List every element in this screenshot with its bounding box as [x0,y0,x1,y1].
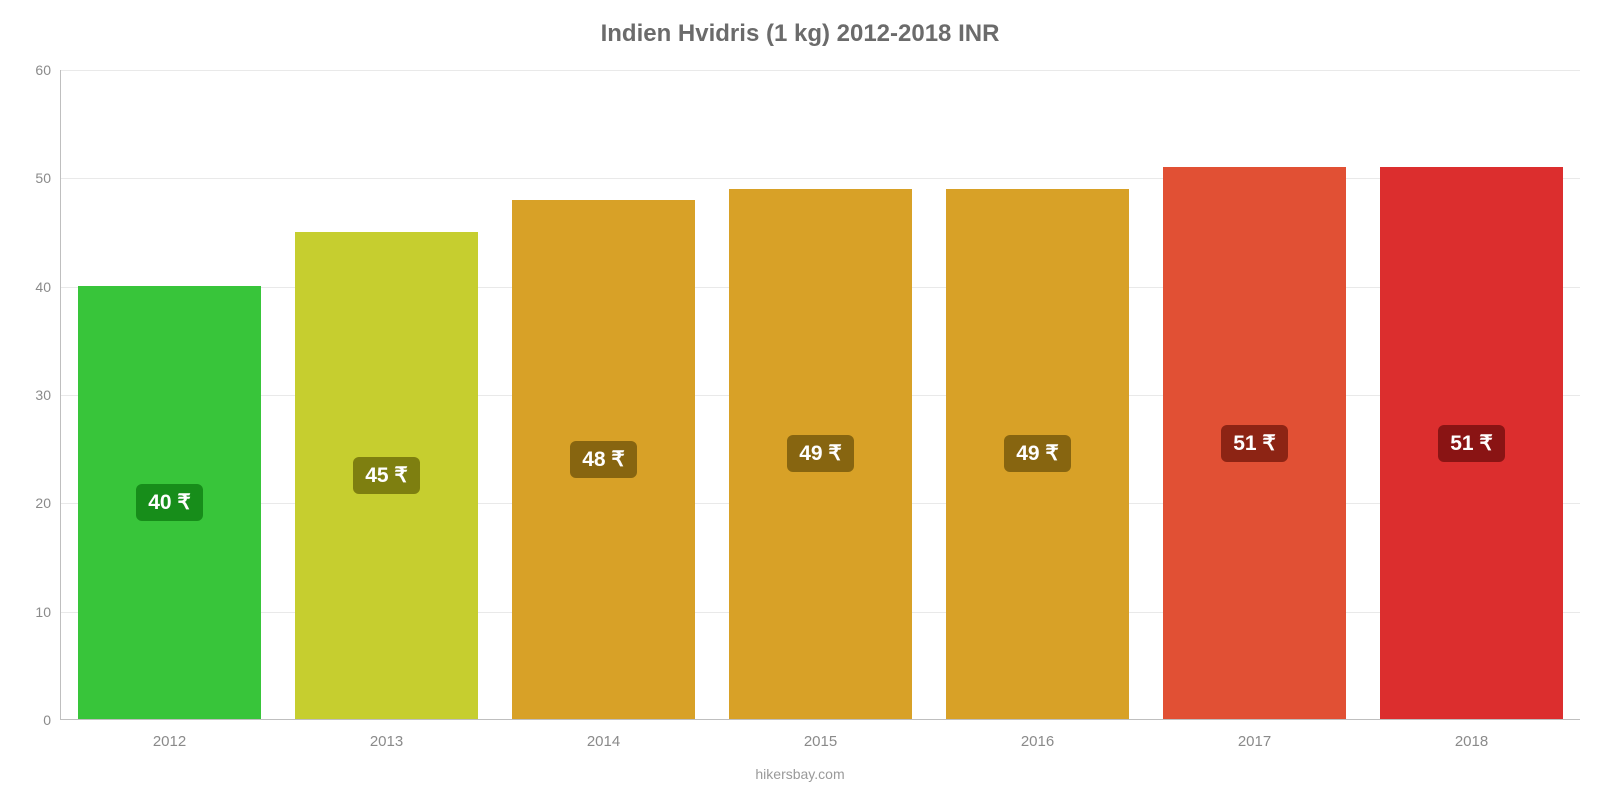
bar-slot: 40 ₹2012 [61,70,278,719]
bar-value-label: 49 ₹ [1004,435,1071,472]
bar-value-label: 49 ₹ [787,435,854,472]
ytick-label: 30 [35,387,61,403]
ytick-label: 0 [43,712,61,728]
bar-value-label: 48 ₹ [570,441,637,478]
bar-value-label: 40 ₹ [136,484,203,521]
bar: 51 ₹ [1380,167,1562,719]
xtick-label: 2016 [1021,719,1054,750]
ytick-label: 10 [35,604,61,620]
bar-slot: 49 ₹2016 [929,70,1146,719]
bar-value-label: 51 ₹ [1438,425,1505,462]
chart-title: Indien Hvidris (1 kg) 2012-2018 INR [0,0,1600,48]
bar: 40 ₹ [78,286,260,719]
bar-value-label: 45 ₹ [353,457,420,494]
xtick-label: 2018 [1455,719,1488,750]
bar-slot: 48 ₹2014 [495,70,712,719]
bar: 48 ₹ [512,200,694,719]
chart-container: Indien Hvidris (1 kg) 2012-2018 INR 40 ₹… [0,0,1600,800]
xtick-label: 2015 [804,719,837,750]
bar: 49 ₹ [946,189,1128,719]
bar: 49 ₹ [729,189,911,719]
bar-slot: 51 ₹2017 [1146,70,1363,719]
bar-value-label: 51 ₹ [1221,425,1288,462]
ytick-label: 20 [35,495,61,511]
bar-slot: 45 ₹2013 [278,70,495,719]
xtick-label: 2013 [370,719,403,750]
bar-slot: 51 ₹2018 [1363,70,1580,719]
chart-footer: hikersbay.com [755,766,844,782]
bar: 45 ₹ [295,232,477,719]
bars-group: 40 ₹201245 ₹201348 ₹201449 ₹201549 ₹2016… [61,70,1580,719]
plot-area: 40 ₹201245 ₹201348 ₹201449 ₹201549 ₹2016… [60,70,1580,720]
ytick-label: 60 [35,62,61,78]
ytick-label: 40 [35,279,61,295]
bar-slot: 49 ₹2015 [712,70,929,719]
xtick-label: 2017 [1238,719,1271,750]
bar: 51 ₹ [1163,167,1345,719]
ytick-label: 50 [35,170,61,186]
xtick-label: 2012 [153,719,186,750]
xtick-label: 2014 [587,719,620,750]
